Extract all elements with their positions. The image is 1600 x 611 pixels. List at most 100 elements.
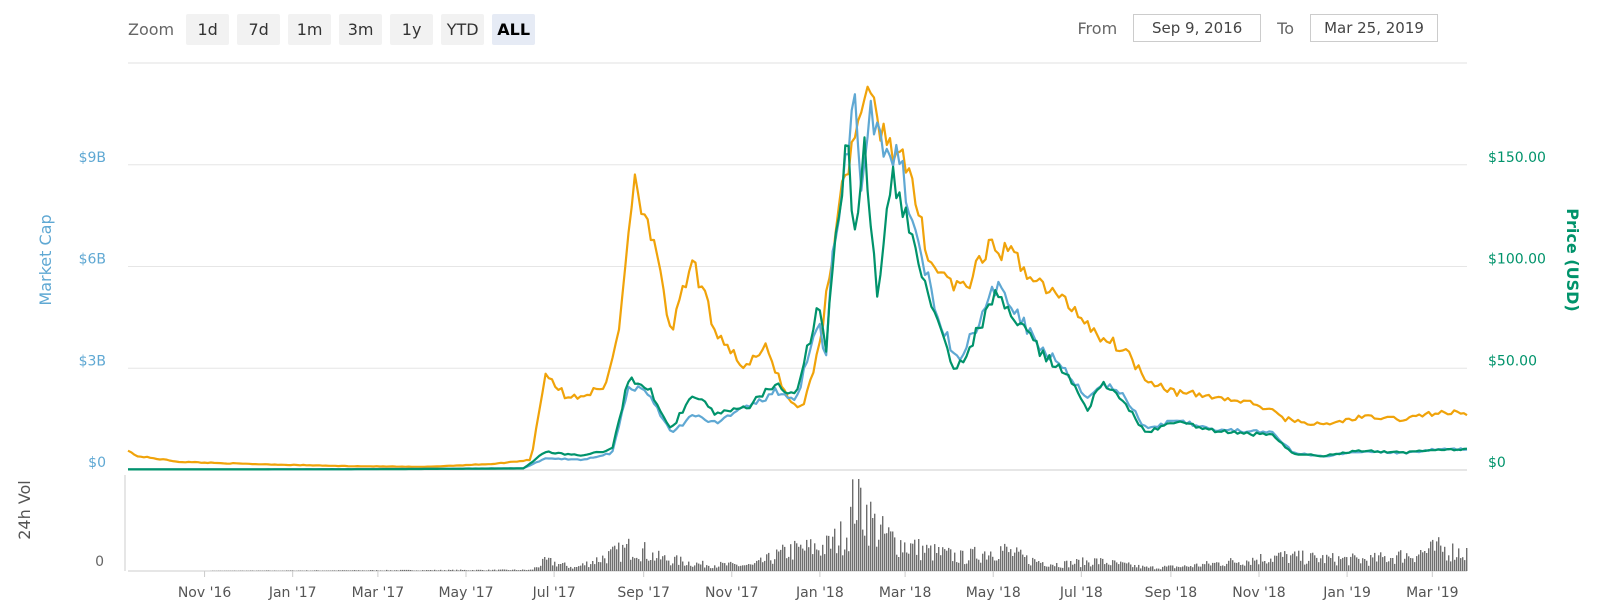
volume-bar: [474, 570, 476, 571]
volume-bar: [876, 546, 878, 571]
volume-bar: [268, 570, 270, 571]
volume-bar: [1308, 560, 1310, 571]
volume-bar: [1444, 546, 1446, 571]
volume-bar: [1052, 564, 1054, 571]
zoom-1m-button[interactable]: 1m: [288, 14, 332, 45]
volume-bar: [306, 570, 308, 571]
volume-bar: [1324, 563, 1326, 571]
price-tick-label: $150.00: [1488, 150, 1546, 166]
volume-bar: [1186, 566, 1188, 571]
volume-bar: [818, 550, 820, 571]
volume-bar: [488, 569, 490, 571]
volume-bar: [458, 570, 460, 571]
volume-bar: [1100, 558, 1102, 571]
volume-bar: [1078, 559, 1080, 571]
volume-bar: [880, 524, 882, 571]
volume-bar: [1044, 566, 1046, 571]
volume-bar: [1318, 562, 1320, 571]
volume-bar: [518, 570, 520, 571]
volume-bar: [1074, 563, 1076, 571]
volume-bar: [1462, 557, 1464, 571]
volume-bar: [376, 570, 378, 571]
volume-bar: [316, 570, 318, 571]
volume-bar: [934, 544, 936, 571]
volume-bar: [1238, 562, 1240, 571]
x-axis: Nov '16 Jan '17 Mar '17 May '17 Jul '17 Sep '…: [178, 571, 1459, 601]
volume-bar: [1158, 568, 1160, 571]
volume-bar: [624, 547, 626, 571]
series-line-price-btc: [127, 85, 1468, 468]
volume-bar: [1010, 549, 1012, 571]
volume-bar: [910, 543, 912, 571]
volume-bar: [946, 550, 948, 571]
volume-bar: [252, 570, 254, 571]
volume-bar: [476, 569, 478, 571]
zoom-ytd-button[interactable]: YTD: [441, 14, 485, 45]
volume-bar: [556, 566, 558, 571]
volume-bar: [1090, 566, 1092, 571]
volume-bar: [974, 546, 976, 571]
volume-bar: [594, 564, 596, 571]
volume-bar: [506, 569, 508, 571]
volume-bar: [670, 565, 672, 571]
volume-bar: [1140, 568, 1142, 571]
volume-bar: [1402, 562, 1404, 571]
volume-bar: [390, 570, 392, 571]
zoom-all-button[interactable]: ALL: [492, 14, 536, 45]
volume-bar: [1038, 561, 1040, 571]
volume-bar: [744, 565, 746, 571]
volume-bar: [1450, 561, 1452, 571]
volume-bar: [1094, 558, 1096, 571]
volume-bar: [1434, 550, 1436, 571]
x-tick-label: Mar '17: [352, 585, 405, 601]
volume-bar: [746, 564, 748, 571]
volume-bar: [1138, 564, 1140, 571]
volume-bar: [986, 559, 988, 571]
volume-bar: [466, 570, 468, 571]
volume-bar: [1306, 563, 1308, 571]
volume-bar: [1370, 555, 1372, 571]
volume-bar: [1084, 565, 1086, 571]
zoom-7d-button[interactable]: 7d: [237, 14, 281, 45]
volume-bar: [500, 569, 502, 571]
to-date-input[interactable]: [1310, 14, 1438, 42]
volume-bar: [552, 565, 554, 571]
volume-bar: [616, 549, 618, 571]
volume-bar: [890, 531, 892, 571]
volume-bar: [396, 570, 398, 571]
volume-bar: [1376, 561, 1378, 571]
zoom-1y-button[interactable]: 1y: [390, 14, 434, 45]
zoom-label: Zoom: [128, 20, 175, 39]
volume-bar: [904, 542, 906, 571]
zoom-3m-button[interactable]: 3m: [339, 14, 383, 45]
volume-bar: [534, 567, 536, 571]
volume-bar: [1120, 561, 1122, 571]
volume-bar: [1272, 561, 1274, 571]
volume-bar: [854, 523, 856, 571]
volume-bar: [472, 570, 474, 571]
volume-bar: [1184, 565, 1186, 571]
volume-bar: [862, 529, 864, 571]
volume-bar: [662, 556, 664, 571]
volume-bar: [342, 570, 344, 571]
volume-bar: [1280, 552, 1282, 571]
volume-bar: [516, 570, 518, 571]
volume-bar: [1438, 537, 1440, 571]
volume-bar: [1170, 565, 1172, 571]
volume-bar: [1420, 550, 1422, 571]
zoom-1d-button[interactable]: 1d: [186, 14, 230, 45]
volume-bar: [850, 506, 852, 571]
volume-bar: [634, 558, 636, 571]
volume-bar: [1198, 566, 1200, 571]
volume-bar: [1016, 547, 1018, 571]
volume-bar: [1112, 560, 1114, 571]
volume-bar: [538, 567, 540, 571]
from-date-input[interactable]: [1133, 14, 1262, 42]
volume-bar: [366, 570, 368, 571]
volume-bar: [622, 544, 624, 571]
volume-bar: [566, 565, 568, 571]
volume-bar: [484, 570, 486, 571]
volume-bar: [604, 558, 606, 571]
volume-bar: [1276, 555, 1278, 571]
volume-bar: [802, 548, 804, 571]
